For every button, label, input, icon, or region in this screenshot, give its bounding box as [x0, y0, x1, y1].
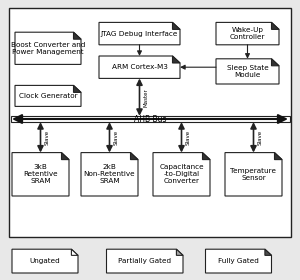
Polygon shape — [130, 153, 138, 160]
Polygon shape — [274, 153, 282, 160]
Text: Ungated: Ungated — [30, 258, 60, 264]
Polygon shape — [172, 56, 180, 63]
Text: Capacitance
-to-Digital
Converter: Capacitance -to-Digital Converter — [159, 164, 204, 184]
Polygon shape — [15, 85, 81, 106]
Polygon shape — [81, 153, 138, 196]
Text: Wake-Up
Controller: Wake-Up Controller — [230, 27, 265, 40]
Polygon shape — [176, 249, 183, 255]
Polygon shape — [61, 153, 69, 160]
Text: Slave: Slave — [113, 130, 119, 145]
Text: Temperature
Sensor: Temperature Sensor — [230, 168, 277, 181]
Polygon shape — [202, 153, 210, 160]
Text: Clock Generator: Clock Generator — [19, 93, 77, 99]
Polygon shape — [272, 59, 279, 66]
Polygon shape — [206, 249, 272, 273]
Polygon shape — [216, 59, 279, 84]
Polygon shape — [15, 32, 81, 64]
Polygon shape — [74, 32, 81, 39]
Text: JTAG Debug Interface: JTAG Debug Interface — [101, 31, 178, 37]
Polygon shape — [99, 22, 180, 45]
Bar — [9, 8, 291, 237]
Text: Slave: Slave — [44, 130, 50, 145]
Text: 2kB
Non-Retentive
SRAM: 2kB Non-Retentive SRAM — [84, 164, 135, 184]
Text: 3kB
Retentive
SRAM: 3kB Retentive SRAM — [23, 164, 58, 184]
Polygon shape — [172, 22, 180, 29]
Text: Slave: Slave — [185, 130, 190, 145]
Text: Boost Converter and
Power Management: Boost Converter and Power Management — [11, 42, 85, 55]
Polygon shape — [106, 249, 183, 273]
Polygon shape — [265, 249, 272, 255]
Polygon shape — [216, 22, 279, 45]
Bar — [11, 116, 290, 122]
Polygon shape — [74, 85, 81, 92]
Text: ARM Cortex-M3: ARM Cortex-M3 — [112, 64, 167, 70]
Polygon shape — [153, 153, 210, 196]
Polygon shape — [12, 249, 78, 273]
Text: Sleep State
Module: Sleep State Module — [226, 65, 268, 78]
Polygon shape — [272, 22, 279, 29]
Polygon shape — [12, 153, 69, 196]
Polygon shape — [225, 153, 282, 196]
Text: AHB Bus: AHB Bus — [134, 115, 166, 124]
Text: Partially Gated: Partially Gated — [118, 258, 171, 264]
Polygon shape — [71, 249, 78, 255]
Text: Slave: Slave — [257, 130, 262, 145]
Text: Master: Master — [143, 88, 148, 106]
Text: Fully Gated: Fully Gated — [218, 258, 259, 264]
Polygon shape — [99, 56, 180, 78]
